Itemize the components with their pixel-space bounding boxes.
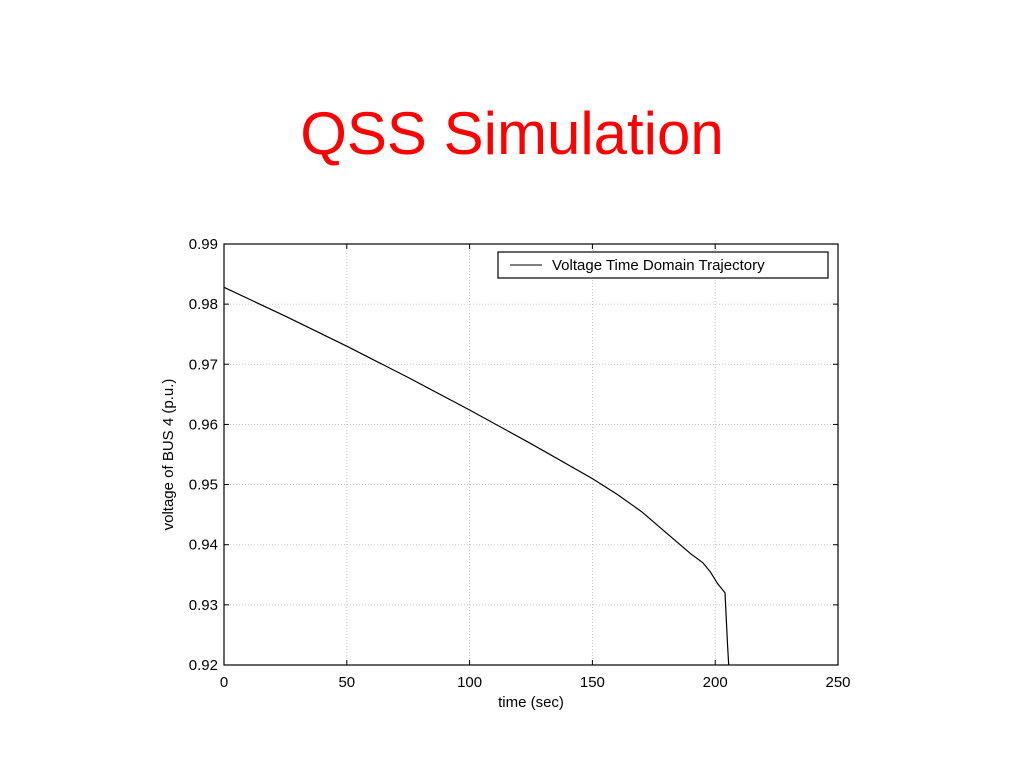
y-tick-label: 0.92 [189, 657, 218, 674]
legend-box [497, 251, 829, 279]
axis-ticks: 0 50 100 150 200 250 0.92 0.93 0.94 0.95 0.96 0.97 0… [189, 236, 851, 691]
y-tick-label: 0.96 [189, 416, 218, 433]
legend: Voltage Time Domain Trajectory [497, 251, 829, 279]
y-tick-label: 0.97 [189, 356, 218, 373]
x-tick-label: 250 [825, 674, 850, 691]
plot-frame [223, 243, 839, 666]
x-tick-label: 100 [457, 674, 482, 691]
grid [224, 244, 838, 665]
series-line [223, 286, 730, 666]
x-tick-label: 150 [580, 674, 605, 691]
series-layer [223, 286, 730, 666]
y-tick-label: 0.93 [189, 597, 218, 614]
x-tick-label: 50 [338, 674, 355, 691]
legend-label: Voltage Time Domain Trajectory [552, 257, 765, 274]
x-axis-label: time (sec) [498, 694, 564, 711]
x-tick-label: 0 [220, 674, 228, 691]
y-tick-label: 0.95 [189, 477, 218, 494]
x-tick-label: 200 [703, 674, 728, 691]
y-tick-label: 0.99 [189, 236, 218, 253]
y-tick-label: 0.98 [189, 296, 218, 313]
y-tick-label: 0.94 [189, 537, 218, 554]
slide-title: QSS Simulation [300, 100, 724, 167]
y-axis-label: voltage of BUS 4 (p.u.) [160, 379, 177, 531]
